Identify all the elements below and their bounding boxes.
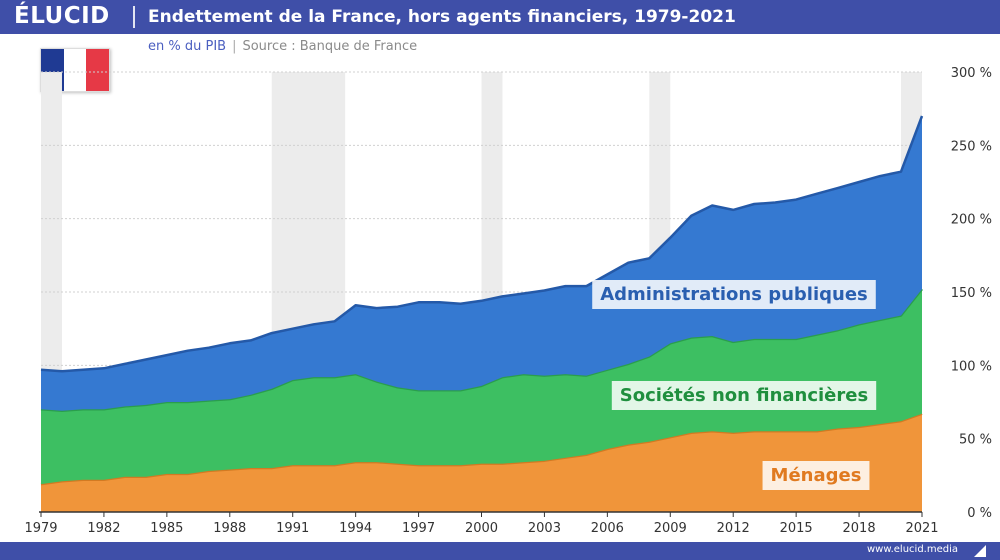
- series-label-2: Administrations publiques: [592, 280, 876, 309]
- y-tick-label-3: 150 %: [951, 286, 992, 301]
- y-tick-label-1: 50 %: [959, 433, 992, 448]
- x-tick-label-9: 2006: [591, 521, 624, 536]
- subtitle-separator: |: [232, 39, 237, 54]
- area-edge-2: [40, 115, 924, 373]
- series-label-box-1: [611, 381, 877, 410]
- brand-separator: [133, 6, 135, 28]
- x-tick-label-6: 1997: [402, 521, 435, 536]
- x-tick-label-14: 2021: [905, 521, 938, 536]
- header-bar: ÉLUCID Endettement de la France, hors ag…: [0, 0, 1000, 34]
- y-tick-label-0: 0 %: [967, 506, 992, 521]
- area-series: [40, 115, 924, 512]
- x-tick-label-7: 2000: [465, 521, 498, 536]
- series-label-0: Ménages: [762, 461, 870, 490]
- flag-stripe-white: [63, 49, 87, 91]
- x-tick-label-11: 2012: [717, 521, 750, 536]
- series-labels: Ménages Sociétés non financières Administr…: [592, 280, 877, 490]
- footer-bar: www.elucid.media: [0, 542, 1000, 560]
- x-tick-label-8: 2003: [528, 521, 561, 536]
- x-tick-label-3: 1988: [213, 521, 246, 536]
- x-tick-label-13: 2018: [843, 521, 876, 536]
- unit-label: en % du PIB: [148, 39, 227, 54]
- series-label-box-2: [592, 280, 876, 309]
- flag-stripe-red: [86, 49, 110, 91]
- y-tick-label-6: 300 %: [951, 66, 992, 81]
- footer-logo-icon: [974, 545, 986, 557]
- y-tick-label-2: 100 %: [951, 359, 992, 374]
- series-label-text-0: Ménages: [771, 465, 862, 486]
- x-tick-label-2: 1985: [150, 521, 183, 536]
- x-tick-label-4: 1991: [276, 521, 309, 536]
- brand-logo: ÉLUCID: [14, 3, 110, 29]
- x-tick-label-10: 2009: [654, 521, 687, 536]
- x-tick-label-12: 2015: [780, 521, 813, 536]
- area-0: [41, 413, 922, 512]
- chart-title: Endettement de la France, hors agents fi…: [148, 7, 736, 27]
- series-label-1: Sociétés non financières: [611, 381, 877, 410]
- axes: 1979 1982 1985 1988 1991 1994 1997 2000 2003 2006…: [24, 66, 992, 536]
- chart-subtitle: en % du PIB | Source : Banque de France: [148, 39, 417, 54]
- series-label-box-0: [762, 461, 870, 490]
- series-label-text-1: Sociétés non financières: [620, 385, 868, 406]
- france-flag-icon: [40, 48, 110, 92]
- x-tick-label-5: 1994: [339, 521, 372, 536]
- footer-site-link[interactable]: www.elucid.media: [866, 544, 958, 555]
- y-tick-label-4: 200 %: [951, 213, 992, 228]
- source-label: Source : Banque de France: [242, 39, 418, 54]
- y-tick-label-5: 250 %: [951, 139, 992, 154]
- series-label-text-2: Administrations publiques: [600, 284, 868, 305]
- x-tick-label-0: 1979: [24, 521, 57, 536]
- x-tick-label-1: 1982: [87, 521, 120, 536]
